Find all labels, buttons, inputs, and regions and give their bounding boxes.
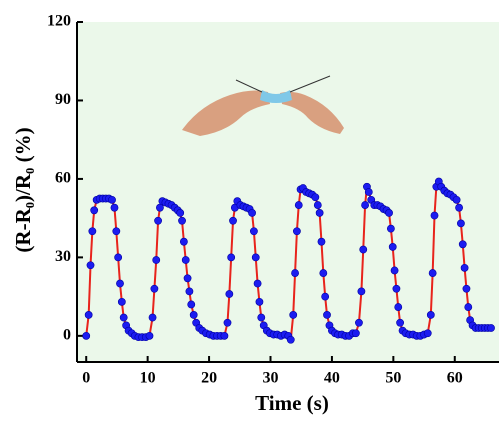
- y-tick-label: 90: [55, 91, 71, 108]
- data-point: [119, 313, 128, 322]
- data-point: [319, 269, 328, 277]
- y-tick-label: 0: [63, 327, 71, 344]
- data-point: [114, 253, 123, 262]
- data-point: [323, 311, 331, 319]
- data-point: [430, 211, 439, 220]
- data-point: [385, 209, 393, 217]
- data-point: [150, 284, 159, 293]
- plot-background: [77, 22, 499, 362]
- data-point: [154, 216, 162, 225]
- x-tick-label: 0: [82, 370, 90, 387]
- data-point: [82, 331, 91, 340]
- data-point: [359, 245, 368, 254]
- data-point: [189, 311, 198, 319]
- data-point: [248, 209, 256, 217]
- data-point: [225, 290, 234, 298]
- x-tick-label: 20: [201, 370, 217, 387]
- x-axis-label: Time (s): [255, 391, 329, 415]
- data-point: [251, 253, 260, 262]
- data-point: [464, 303, 473, 311]
- data-point: [145, 331, 154, 340]
- data-point: [388, 243, 397, 251]
- data-point: [311, 193, 320, 202]
- data-point: [176, 209, 185, 217]
- y-tick-label: 120: [47, 13, 71, 30]
- data-point: [253, 279, 262, 288]
- data-point: [487, 324, 495, 332]
- data-point: [390, 266, 399, 275]
- y-tick-label: 30: [55, 248, 71, 265]
- data-point: [457, 219, 465, 228]
- y-tick-label: 60: [55, 170, 71, 187]
- data-point: [426, 311, 435, 319]
- x-tick-label: 40: [324, 370, 340, 387]
- data-point: [313, 201, 322, 209]
- data-point: [452, 195, 461, 204]
- data-point: [321, 292, 330, 301]
- data-point: [112, 227, 121, 236]
- hands-illustration: [182, 75, 344, 136]
- data-point: [423, 329, 432, 338]
- data-point: [428, 269, 437, 277]
- data-point: [181, 256, 190, 264]
- x-tick-label: 30: [262, 370, 278, 387]
- data-point: [152, 256, 161, 264]
- data-point: [357, 287, 366, 296]
- data-point: [220, 331, 229, 340]
- data-point: [286, 335, 295, 344]
- data-point: [289, 311, 298, 319]
- data-point: [462, 284, 471, 293]
- data-point: [250, 227, 258, 236]
- data-point: [110, 203, 119, 212]
- data-point: [257, 313, 266, 322]
- data-point: [84, 311, 93, 319]
- data-point: [223, 318, 232, 327]
- data-point: [396, 318, 405, 327]
- data-point: [108, 195, 116, 204]
- data-point: [386, 224, 395, 233]
- data-point: [185, 287, 194, 296]
- data-point: [229, 216, 237, 225]
- data-point: [317, 237, 326, 246]
- data-point: [148, 313, 157, 322]
- data-point: [392, 284, 401, 293]
- data-point: [88, 227, 97, 236]
- y-axis-label: (R-R₀)/R₀ (%): [11, 127, 35, 252]
- data-point: [355, 318, 363, 327]
- data-point: [460, 263, 469, 272]
- x-tick-label: 10: [140, 370, 156, 387]
- data-point: [117, 297, 126, 306]
- x-tick-label: 60: [447, 370, 463, 387]
- data-point: [227, 253, 236, 262]
- data-point: [361, 201, 369, 209]
- data-point: [187, 300, 196, 309]
- x-tick-label: 50: [385, 370, 401, 387]
- data-point: [364, 188, 373, 196]
- data-point: [294, 201, 303, 209]
- data-point: [178, 216, 186, 225]
- data-point: [455, 203, 463, 212]
- data-point: [351, 329, 360, 338]
- data-point: [458, 240, 467, 249]
- data-point: [90, 206, 99, 215]
- data-point: [315, 209, 324, 217]
- data-point: [293, 227, 301, 236]
- data-point: [156, 203, 164, 212]
- data-point: [183, 274, 192, 283]
- data-point: [116, 279, 124, 288]
- data-point: [179, 237, 188, 246]
- data-point: [86, 261, 95, 270]
- data-point: [394, 303, 403, 311]
- data-point: [255, 297, 264, 306]
- data-point: [291, 269, 299, 277]
